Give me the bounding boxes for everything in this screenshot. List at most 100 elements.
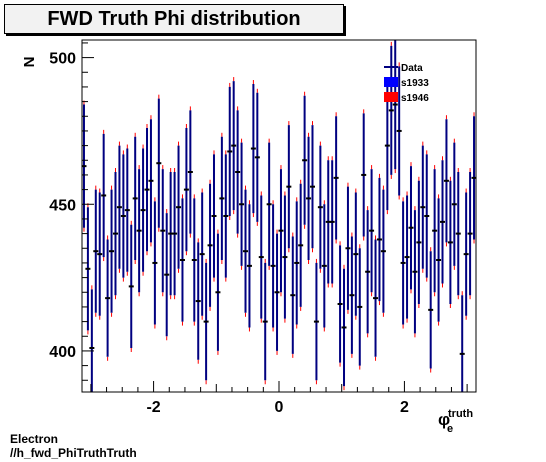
y-tick-label: 450 xyxy=(49,197,76,214)
data-point xyxy=(345,182,351,314)
data-point xyxy=(447,176,453,308)
data-point xyxy=(136,165,142,297)
data-point xyxy=(341,264,347,391)
data-point xyxy=(187,106,193,238)
data-point xyxy=(380,185,386,317)
data-point xyxy=(440,156,446,288)
data-point xyxy=(258,191,264,323)
data-point xyxy=(286,121,292,253)
data-point xyxy=(183,124,189,256)
data-point xyxy=(120,150,126,282)
data-point xyxy=(266,138,272,270)
data-point xyxy=(373,235,379,361)
data-point xyxy=(227,82,233,220)
legend: Data s1933 s1946 xyxy=(384,63,429,104)
data-point xyxy=(101,129,107,262)
data-point xyxy=(93,185,99,317)
data-point xyxy=(152,197,158,329)
footer-line-2: //h_fwd_PhiTruthTruth xyxy=(10,446,137,460)
data-point xyxy=(278,165,284,297)
data-point xyxy=(455,168,461,300)
data-point xyxy=(239,138,245,270)
data-point xyxy=(144,124,150,256)
data-point xyxy=(250,80,256,218)
data-point xyxy=(246,200,252,332)
data-point xyxy=(112,168,118,300)
data-point xyxy=(436,194,442,326)
data-point xyxy=(313,258,319,385)
data-point xyxy=(235,106,241,238)
data-point xyxy=(148,115,154,247)
data-point xyxy=(290,232,296,358)
legend-label: s1933 xyxy=(401,78,429,89)
data-point xyxy=(274,229,280,355)
data-point xyxy=(85,203,91,335)
data-point xyxy=(424,150,430,282)
x-axis-label-superscript: truth xyxy=(448,408,473,420)
data-point xyxy=(109,185,115,317)
legend-swatch-box xyxy=(384,77,398,87)
data-point xyxy=(262,258,268,385)
data-point xyxy=(207,179,213,311)
data-point xyxy=(333,112,339,244)
x-tick-label: 0 xyxy=(275,399,284,416)
y-axis-label: N xyxy=(21,57,38,68)
data-point xyxy=(270,200,276,332)
data-point xyxy=(306,132,312,264)
y-tick-label: 500 xyxy=(49,51,76,68)
data-point xyxy=(116,141,122,273)
data-point xyxy=(416,176,422,308)
data-point xyxy=(219,132,225,264)
data-point xyxy=(128,220,134,352)
data-point xyxy=(164,209,170,341)
data-point xyxy=(404,191,410,323)
data-point xyxy=(443,115,449,247)
data-point xyxy=(124,144,130,276)
x-axis-label: φ xyxy=(438,410,450,429)
data-point xyxy=(172,168,178,300)
data-point xyxy=(361,109,367,241)
x-tick-label: -2 xyxy=(146,399,160,416)
data-point xyxy=(211,150,217,282)
data-point xyxy=(420,141,426,273)
data-point xyxy=(254,88,260,226)
data-point xyxy=(298,179,304,311)
data-point xyxy=(199,188,205,320)
footer-line-1: Electron xyxy=(10,432,59,446)
x-tick-label: 2 xyxy=(400,399,409,416)
x-axis-label-subscript: e xyxy=(447,423,453,435)
data-point xyxy=(294,197,300,329)
data-point xyxy=(400,197,406,329)
data-point xyxy=(353,188,359,320)
data-point xyxy=(302,91,308,229)
data-point xyxy=(357,244,363,370)
data-point xyxy=(463,188,469,320)
legend-label: s1946 xyxy=(401,93,429,104)
data-point xyxy=(369,165,375,297)
data-point xyxy=(132,132,138,264)
data-point xyxy=(223,150,229,282)
data-point xyxy=(105,235,111,361)
data-point xyxy=(140,144,146,276)
axis-ticks: -2 0 2 400 450 500 xyxy=(49,42,468,416)
data-point xyxy=(195,238,201,364)
data-point xyxy=(89,285,95,392)
data-point xyxy=(408,162,414,294)
data-point xyxy=(97,188,103,320)
footer: Electron //h_fwd_PhiTruthTruth xyxy=(10,432,137,460)
data-point xyxy=(329,156,335,288)
data-point xyxy=(231,77,237,215)
data-point xyxy=(349,232,355,358)
data-point xyxy=(156,94,162,232)
data-point xyxy=(392,40,398,174)
data-point xyxy=(412,206,418,338)
data-point xyxy=(203,258,209,385)
data-point xyxy=(337,241,343,367)
data-point xyxy=(376,173,382,306)
data-point xyxy=(282,191,288,323)
data-point xyxy=(396,62,402,200)
data-point xyxy=(321,200,327,332)
chart-title: FWD Truth Phi distribution xyxy=(47,7,301,30)
data-point xyxy=(179,194,185,326)
data-point xyxy=(467,168,473,300)
